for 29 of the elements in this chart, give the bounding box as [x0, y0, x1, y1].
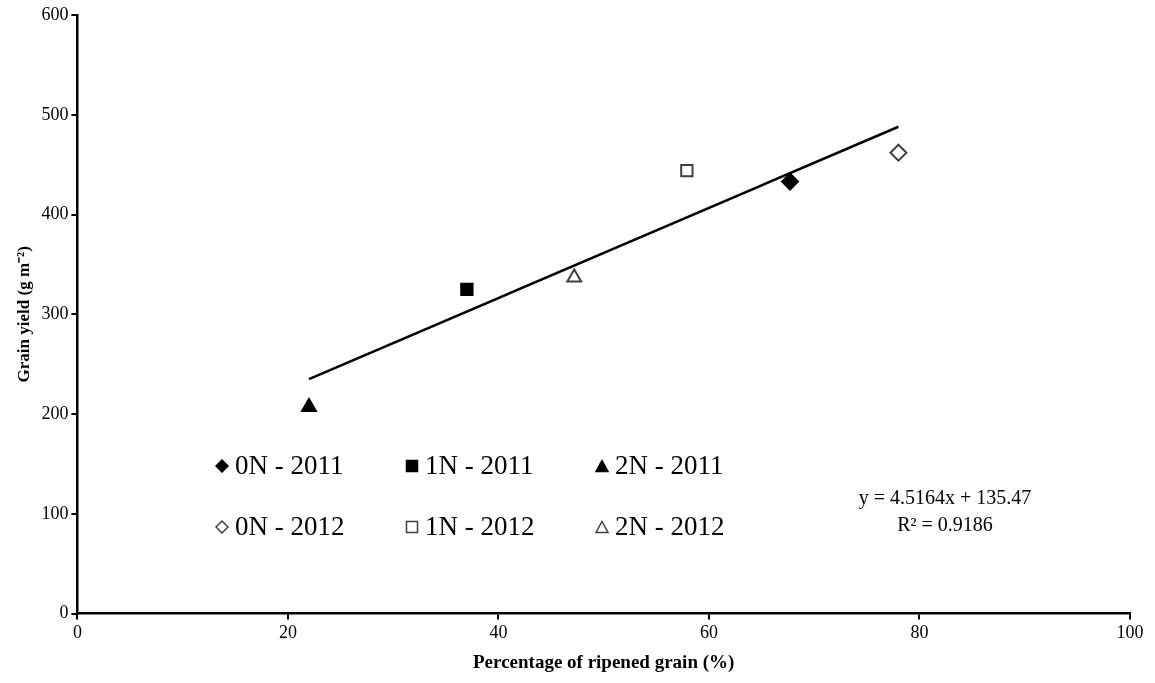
y-tick-label: 400	[41, 203, 69, 224]
legend-label: 2N - 2012	[615, 511, 725, 542]
point	[566, 268, 583, 283]
point	[781, 172, 800, 191]
legend-label: 1N - 2011	[425, 450, 534, 481]
y-tick-label: 600	[41, 3, 69, 24]
annotation: y = 4.5164x + 135.47	[858, 485, 1032, 509]
y-tick-label: 100	[41, 502, 69, 523]
point	[680, 163, 694, 178]
y-tick-label: 200	[41, 402, 69, 423]
legend-label: 1N - 2012	[425, 511, 535, 542]
x-tick-label: 0	[72, 622, 82, 643]
point	[889, 143, 908, 162]
x-tick-label: 60	[699, 622, 718, 643]
legend-label: 0N - 2012	[235, 511, 345, 542]
x-axis-title: Percentage of ripened grain (%)	[473, 650, 735, 673]
y-tick-label: 0	[59, 602, 69, 623]
point	[460, 282, 474, 297]
y-tick-label: 500	[41, 103, 69, 124]
annotation: R² = 0.9186	[897, 512, 993, 535]
legend-label: 2N - 2011	[615, 450, 724, 481]
x-tick-label: 80	[910, 622, 929, 643]
y-tick-label: 300	[41, 303, 69, 324]
x-tick-label: 40	[489, 622, 508, 643]
point	[301, 398, 317, 413]
x-tick-label: 20	[278, 622, 297, 643]
legend-label: 0N - 2011	[235, 450, 344, 481]
x-tick-label: 100	[1116, 622, 1144, 643]
y-axis-title: Grain yield (g m⁻²)	[13, 246, 33, 383]
